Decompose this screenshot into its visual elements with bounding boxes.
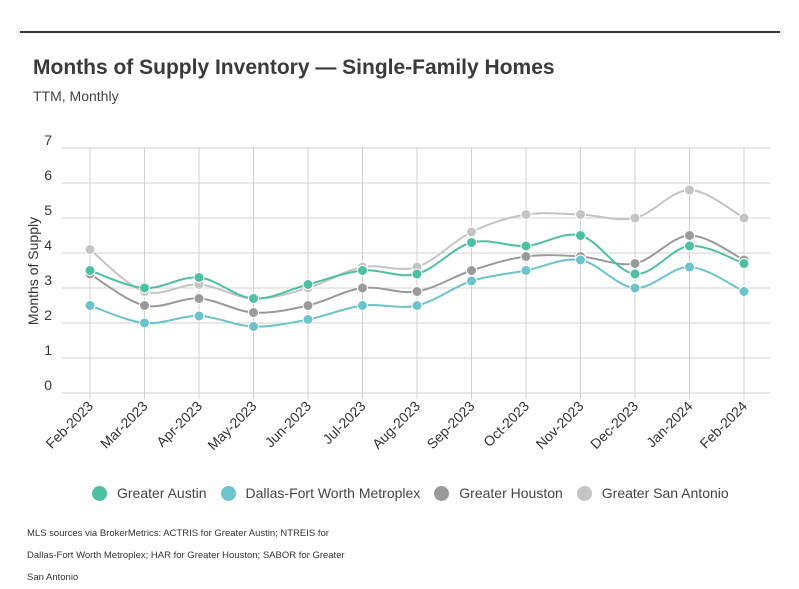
data-point — [411, 268, 423, 280]
x-tick-label: Aug-2023 — [369, 398, 423, 452]
y-axis-label: Months of Supply — [25, 217, 41, 325]
y-tick-label: 2 — [44, 307, 52, 323]
x-tick-label: Mar-2023 — [97, 398, 151, 452]
x-tick-label: Apr-2023 — [153, 398, 205, 450]
legend-label: Greater San Antonio — [601, 485, 729, 501]
series-greater-houston — [84, 230, 750, 318]
series-dallas-fort-worth-metroplex — [84, 254, 750, 332]
legend-item: Greater Houston — [434, 485, 563, 501]
source-footnote: MLS sources via BrokerMetrics: ACTRIS fo… — [27, 528, 345, 583]
data-point — [629, 268, 641, 280]
y-tick-label: 4 — [44, 237, 52, 253]
x-tick-label: Oct-2023 — [480, 398, 532, 450]
data-point — [466, 265, 477, 276]
data-point — [193, 310, 205, 322]
x-tick-label: May-2023 — [204, 398, 259, 453]
data-point — [139, 282, 150, 294]
data-point — [302, 279, 314, 290]
x-tick-label: Jul-2023 — [319, 398, 368, 447]
data-point — [139, 300, 150, 311]
data-point — [520, 265, 532, 276]
y-tick-label: 1 — [44, 342, 52, 358]
data-point — [248, 321, 259, 332]
line-chart: 0 1 2 3 4 5 6 7 Feb-2023 Mar-2023 Apr-2023 May-202… — [25, 132, 770, 453]
legend: Greater Austin Dallas-Fort Worth Metrople… — [92, 485, 743, 501]
data-point — [302, 300, 314, 311]
data-point — [575, 254, 586, 266]
x-tick-label: Feb-2024 — [696, 398, 750, 452]
data-point — [684, 230, 695, 241]
y-tick-label: 7 — [44, 132, 52, 148]
legend-item: Greater Austin — [92, 485, 207, 501]
data-point — [466, 226, 477, 238]
data-point — [248, 293, 259, 304]
x-tick-label: Jan-2024 — [643, 398, 696, 451]
data-point — [84, 244, 96, 255]
data-point — [684, 240, 695, 252]
data-point — [520, 240, 532, 252]
data-point — [357, 300, 368, 311]
legend-label: Greater Houston — [459, 485, 563, 501]
data-point — [193, 293, 205, 304]
data-point — [738, 212, 750, 224]
legend-swatch — [220, 485, 236, 501]
data-point — [738, 258, 750, 269]
data-point — [357, 282, 368, 294]
legend-label: Dallas-Fort Worth Metroplex — [245, 485, 421, 501]
data-point — [575, 209, 586, 220]
data-point — [139, 317, 150, 329]
data-point — [738, 286, 750, 297]
x-tick-label: Dec-2023 — [587, 398, 641, 452]
data-point — [466, 237, 477, 248]
y-tick-label: 3 — [44, 272, 52, 288]
data-point — [520, 251, 532, 262]
data-point — [629, 282, 641, 294]
data-point — [411, 300, 423, 311]
legend-item: Dallas-Fort Worth Metroplex — [220, 485, 421, 501]
data-point — [684, 184, 695, 196]
legend-swatch — [92, 485, 107, 501]
data-point — [193, 272, 205, 283]
data-point — [575, 230, 586, 241]
x-tick-label: Sep-2023 — [423, 398, 477, 452]
data-point — [684, 261, 695, 273]
series-greater-austin — [84, 230, 750, 304]
chart-title: Months of Supply Inventory — Single-Fami… — [33, 56, 555, 79]
data-point — [84, 300, 96, 311]
data-point — [302, 314, 314, 325]
series-group — [84, 184, 750, 332]
data-point — [520, 209, 532, 220]
x-tick-label: Jun-2023 — [262, 398, 315, 451]
y-tick-label: 6 — [44, 167, 52, 183]
data-point — [357, 265, 368, 276]
legend-label: Greater Austin — [117, 485, 207, 501]
data-point — [466, 275, 477, 287]
data-point — [84, 265, 96, 276]
chart-subtitle: TTM, Monthly — [33, 88, 119, 104]
legend-swatch — [434, 485, 450, 501]
data-point — [411, 286, 423, 297]
legend-swatch — [576, 485, 592, 501]
x-tick-labels: Feb-2023 Mar-2023 Apr-2023 May-2023 Jun-2023… — [42, 398, 750, 453]
legend-item: Greater San Antonio — [576, 485, 729, 501]
y-tick-labels: 0 1 2 3 4 5 6 7 — [44, 132, 52, 393]
x-tick-label: Nov-2023 — [532, 398, 586, 452]
top-rule — [20, 31, 780, 33]
data-point — [629, 212, 641, 224]
y-tick-label: 0 — [44, 377, 52, 393]
y-tick-label: 5 — [44, 202, 52, 218]
x-tick-label: Feb-2023 — [42, 398, 96, 452]
data-point — [248, 307, 259, 318]
data-point — [629, 258, 641, 269]
